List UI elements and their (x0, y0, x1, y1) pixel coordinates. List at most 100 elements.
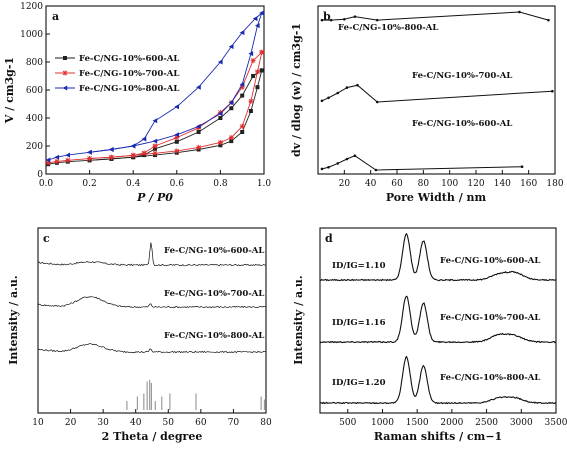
panel-a-data-point (239, 123, 245, 129)
panel-a-data-point (196, 84, 201, 90)
panel-a-xtick-label: 0.4 (126, 179, 141, 189)
panel-b-xtick-label: 20 (339, 179, 351, 189)
panel-a-series-Fe-C/NG-10%-800-AL (45, 10, 265, 163)
panel-a-ytick-label: 0 (37, 170, 43, 180)
panel-b-data-point (320, 99, 324, 103)
panel-c: c 10 20 30 40 50 60 70 80 Fe-C/NG-10%-600-ALFe-… (7, 227, 272, 443)
panel-b-frame (317, 5, 556, 175)
panel-b-data-point (327, 96, 330, 100)
panel-b-xtick-label: 40 (365, 179, 377, 189)
panel-a-ytick-label: 1000 (20, 30, 43, 40)
panel-a-data-point (259, 10, 265, 16)
panel-a-ytick-label: 400 (26, 114, 43, 124)
panel-d-ratio-label: ID/IG=1.20 (332, 378, 386, 388)
panel-c-xtick-label: 50 (163, 418, 175, 428)
panel-b-ylabel: dv / dlog (w) / cm3g-1 (290, 23, 303, 157)
panel-c-label: c (43, 232, 50, 245)
panel-b-ticks: 20 40 60 80 100 120 140 160 180 (339, 170, 564, 189)
panel-a-desorption-line (89, 70, 263, 161)
panel-a-data-point (251, 74, 256, 78)
panel-b-data-point (336, 91, 340, 95)
panel-d-xlabel: Raman shifts / cm−1 (374, 430, 502, 443)
panel-d-xtick-label: 3000 (510, 418, 533, 428)
panel-a-data-point (152, 118, 158, 124)
panel-b-series-Fe-C/NG-10%-600-AL (320, 154, 524, 172)
panel-a-data-point (45, 157, 51, 163)
panel-b-data-point (320, 18, 324, 22)
panel-a-data-point (152, 143, 158, 149)
panel-b-annotations: Fe-C/NG-10%-800-AL Fe-C/NG-10%-700-AL Fe-C… (338, 23, 512, 129)
panel-b-xtick-label: 180 (546, 179, 563, 189)
panel-a-data-point (259, 49, 265, 55)
panel-b-data-point (345, 86, 349, 89)
panel-b-data-point (547, 18, 550, 22)
panel-b-series-Fe-C/NG-10%-700-AL (320, 83, 554, 104)
panel-c-xtick-label: 70 (228, 418, 240, 428)
panel-a-data-point (248, 51, 254, 57)
panel-a-legend-entry: Fe-C/NG-10%-600-AL (79, 54, 179, 64)
panel-a-data-point (174, 139, 179, 144)
panel-a-data-point (250, 58, 256, 64)
panel-b-data-point (343, 17, 346, 21)
panel-a-data-point (153, 146, 157, 151)
panel-b-data-point (551, 89, 554, 93)
panel-c-reference-pattern (126, 380, 265, 410)
panel-a-data-point (141, 136, 147, 142)
panel-d-series-label: Fe-C/NG-10%-800-AL (440, 373, 540, 383)
panel-b-data-point (329, 18, 333, 22)
panel-d-series (319, 232, 557, 405)
panel-d-label: d (325, 232, 333, 245)
panel-a-data-point (228, 44, 234, 50)
panel-a-legend-marker (62, 70, 68, 76)
panel-b-xtick-label: 140 (494, 179, 511, 189)
panel-b-series-label: Fe-C/NG-10%-800-AL (338, 23, 438, 33)
panel-a-data-point (217, 59, 223, 65)
panel-b-series-line (321, 84, 553, 103)
panel-a-data-point (65, 157, 71, 163)
panel-a-xtick-label: 0.0 (39, 179, 54, 189)
panel-a-data-point (130, 152, 136, 158)
panel-a-ylabel: V / cm3g-1 (3, 57, 16, 124)
panel-a-legend-entry: Fe-C/NG-10%-800-AL (79, 84, 179, 94)
panel-a-data-point (217, 111, 223, 117)
panel-c-xlabel: 2 Theta / degree (102, 430, 203, 443)
panel-a-data-point (229, 106, 234, 111)
panel-a-xtick-label: 0.6 (170, 179, 185, 189)
panel-d-spectrum-Fe-C/NG-10%-600-AL (319, 232, 556, 282)
panel-a-data-point (108, 147, 114, 152)
panel-d-xtick-label: 1500 (406, 418, 429, 428)
panel-b-series-label: Fe-C/NG-10%-700-AL (412, 71, 512, 81)
panel-a-data-point (248, 109, 253, 113)
panel-a-legend-marker (63, 56, 67, 60)
panel-d-ticks: 500 1000 1500 2000 2500 3000 3500 (339, 409, 567, 428)
panel-a-data-point (239, 30, 245, 36)
panel-c-series-label: Fe-C/NG-10%-800-AL (164, 331, 264, 341)
panel-d-spectrum-Fe-C/NG-10%-700-AL (319, 295, 557, 344)
panel-a-ytick-label: 600 (26, 86, 43, 96)
panel-a-data-point (255, 85, 260, 90)
panel-b-data-point (327, 165, 330, 169)
panel-a-data-point (228, 135, 234, 141)
panel-c-ticks: 10 20 30 40 50 60 70 80 (32, 409, 272, 428)
panel-b-data-point (374, 168, 378, 172)
panel-b-series (320, 10, 554, 172)
panel-b-xtick-label: 120 (467, 179, 484, 189)
panel-b-series-label: Fe-C/NG-10%-600-AL (412, 119, 512, 129)
panel-c-frame (37, 227, 267, 414)
panel-d-spectrum-Fe-C/NG-10%-800-AL (319, 355, 556, 405)
panel-a-ytick-label: 1200 (20, 2, 43, 12)
panel-a-data-point (87, 156, 93, 162)
panel-d-xtick-label: 1000 (371, 418, 394, 428)
panel-a-xtick-label: 0.2 (82, 179, 96, 189)
panel-a-label: a (52, 10, 59, 23)
panel-a-data-point (240, 93, 245, 98)
panel-a-ytick-label: 800 (26, 58, 43, 68)
panel-a-legend: Fe-C/NG-10%-600-AL Fe-C/NG-10%-700-AL Fe-C… (55, 54, 179, 94)
panel-b-data-point (518, 10, 521, 14)
panel-b-series-Fe-C/NG-10%-800-AL (320, 10, 550, 22)
panel-c-pattern-Fe-C/NG-10%-700-AL (37, 296, 267, 309)
panel-a-data-point (152, 138, 158, 144)
panel-a-data-point (130, 143, 136, 149)
panel-a-series (45, 10, 265, 167)
